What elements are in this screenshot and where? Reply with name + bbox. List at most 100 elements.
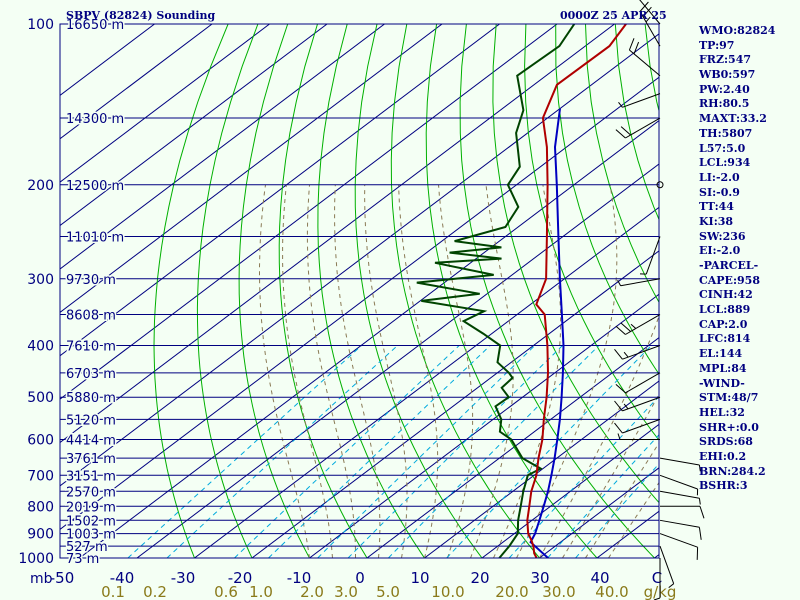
- moist-adiabat-line: [398, 184, 439, 558]
- wind-barb-half-flag: [623, 403, 629, 410]
- pressure-tick-label: 900: [27, 527, 54, 543]
- wind-barb-staff: [639, 0, 661, 25]
- isotherm-line: [60, 24, 615, 444]
- mixing-ratio-line: [234, 345, 460, 558]
- wind-barb: [614, 418, 661, 434]
- temperature-trace: [526, 24, 627, 558]
- height-label: 12500 m: [66, 179, 124, 194]
- dry-adiabat-line: [153, 24, 229, 558]
- stats-panel: WMO:82824 TP:97 FRZ:547 WB0:597 PW:2.40 RH:80…: [699, 24, 775, 494]
- stat-item: BRN:284.2: [699, 464, 766, 478]
- mixing-ratio-tick-label: 1.0: [249, 583, 273, 600]
- height-label: 3761 m: [66, 452, 116, 467]
- wind-barb: [614, 345, 661, 360]
- stat-item: TP:97: [699, 38, 735, 52]
- pressure-tick-label: 100: [27, 17, 54, 33]
- wind-barb-flag: [639, 1, 649, 12]
- wind-barb-staff: [622, 345, 661, 360]
- wind-barb: [659, 490, 701, 505]
- temperature-tick-label: C: [652, 569, 662, 587]
- stat-item: L57:5.0: [699, 141, 746, 155]
- isotherm-line: [60, 24, 500, 357]
- height-label: 4414 m: [66, 434, 116, 449]
- height-label: 14300 m: [66, 112, 124, 127]
- stat-item: EHI:0.2: [699, 449, 747, 463]
- isotherm-line: [424, 380, 659, 558]
- wind-barb-staff: [620, 278, 661, 287]
- wind-barb-flag: [615, 325, 626, 335]
- stat-item: LCL:889: [699, 303, 751, 317]
- temperature-tick-label: -50: [50, 569, 75, 587]
- height-labels: 16650 m 14300 m 12500 m 11010 m 9730 m 8608 m…: [65, 17, 126, 569]
- wind-barb: [659, 505, 705, 519]
- dry-adiabat-line: [238, 24, 310, 558]
- wind-barb-half-flag: [630, 323, 637, 329]
- temperature-tick-label: 0: [355, 569, 365, 587]
- wind-barb: [659, 519, 702, 540]
- wind-barb-staff: [659, 545, 675, 584]
- mixing-ratio-tick-label: 2.0: [300, 583, 324, 600]
- wind-barb: [614, 396, 661, 412]
- height-label: 2570 m: [66, 485, 116, 500]
- wind-barb: [659, 533, 699, 560]
- chart-date: 0000Z 25 APR 25: [560, 9, 667, 22]
- wind-barbs: [614, 0, 705, 600]
- pressure-tick-label: 600: [27, 433, 54, 449]
- wind-barb-staff: [622, 93, 661, 108]
- pressure-tick-label: 300: [27, 272, 54, 288]
- wind-barb: [656, 181, 664, 189]
- plot-border: [59, 23, 660, 559]
- wind-barb-flag: [615, 129, 626, 139]
- wind-barb: [615, 117, 661, 139]
- isotherm-line: [251, 250, 659, 558]
- stat-item: -WIND-: [699, 376, 745, 390]
- stat-item: HEL:32: [699, 405, 745, 419]
- height-label: 7610 m: [66, 340, 116, 355]
- wind-barb: [659, 474, 699, 496]
- wind-barb: [615, 372, 661, 394]
- temperature-tick-label: -20: [228, 569, 253, 587]
- isotherm-line: [481, 423, 659, 558]
- chart-title: SBPV (82824) Sounding: [66, 9, 216, 22]
- stat-item: SI:-0.9: [699, 185, 740, 199]
- wind-barb-flag: [614, 422, 623, 434]
- height-label: 16650 m: [66, 18, 124, 33]
- stat-item: CAP:2.0: [699, 317, 748, 331]
- isotherm-line: [60, 33, 659, 487]
- wind-barb-staff: [639, 11, 661, 47]
- temperature-tick-label: 10: [410, 569, 429, 587]
- wind-barb-half-flag: [645, 16, 651, 23]
- stat-item: CAPE:958: [699, 273, 760, 287]
- plot-frame: [59, 23, 660, 559]
- wind-barb: [617, 433, 661, 441]
- height-label: 1502 m: [66, 514, 116, 529]
- moist-adiabat-line: [259, 184, 310, 558]
- pressure-tick-label: 700: [27, 468, 54, 484]
- wind-barb-staff: [629, 49, 661, 77]
- dry-adiabat-line: [794, 24, 800, 558]
- moist-adiabat-line: [470, 184, 514, 558]
- temperature-axis-labels: -50 -40 -30 -20 -10 0 10 20 30 40 C: [50, 569, 662, 587]
- stat-item: -PARCEL-: [699, 259, 759, 272]
- isotherm-line: [60, 24, 213, 140]
- wind-barb-staff: [625, 117, 661, 139]
- wind-barb-half-flag: [617, 279, 622, 286]
- pressure-tick-label: 800: [27, 499, 54, 515]
- wind-barb-staff: [625, 314, 661, 335]
- isotherm-line: [60, 24, 328, 227]
- stat-item: SW:236: [699, 229, 746, 243]
- wind-barb-flag: [628, 38, 635, 51]
- mixing-ratio-line: [347, 345, 563, 558]
- wind-barb-staff: [659, 474, 698, 490]
- height-label: 3151 m: [66, 469, 116, 484]
- stat-item: WB0:597: [699, 68, 756, 82]
- moist-adiabat-line: [306, 184, 356, 558]
- wind-barb-staff: [659, 533, 698, 548]
- stat-item: TT:44: [699, 200, 734, 214]
- wind-barb-half-flag: [623, 351, 629, 358]
- mixing-ratio-line: [166, 345, 398, 558]
- moist-adiabat-line: [516, 184, 618, 558]
- mixing-ratio-tick-label: 10.0: [431, 583, 464, 600]
- background-lines: [60, 24, 800, 558]
